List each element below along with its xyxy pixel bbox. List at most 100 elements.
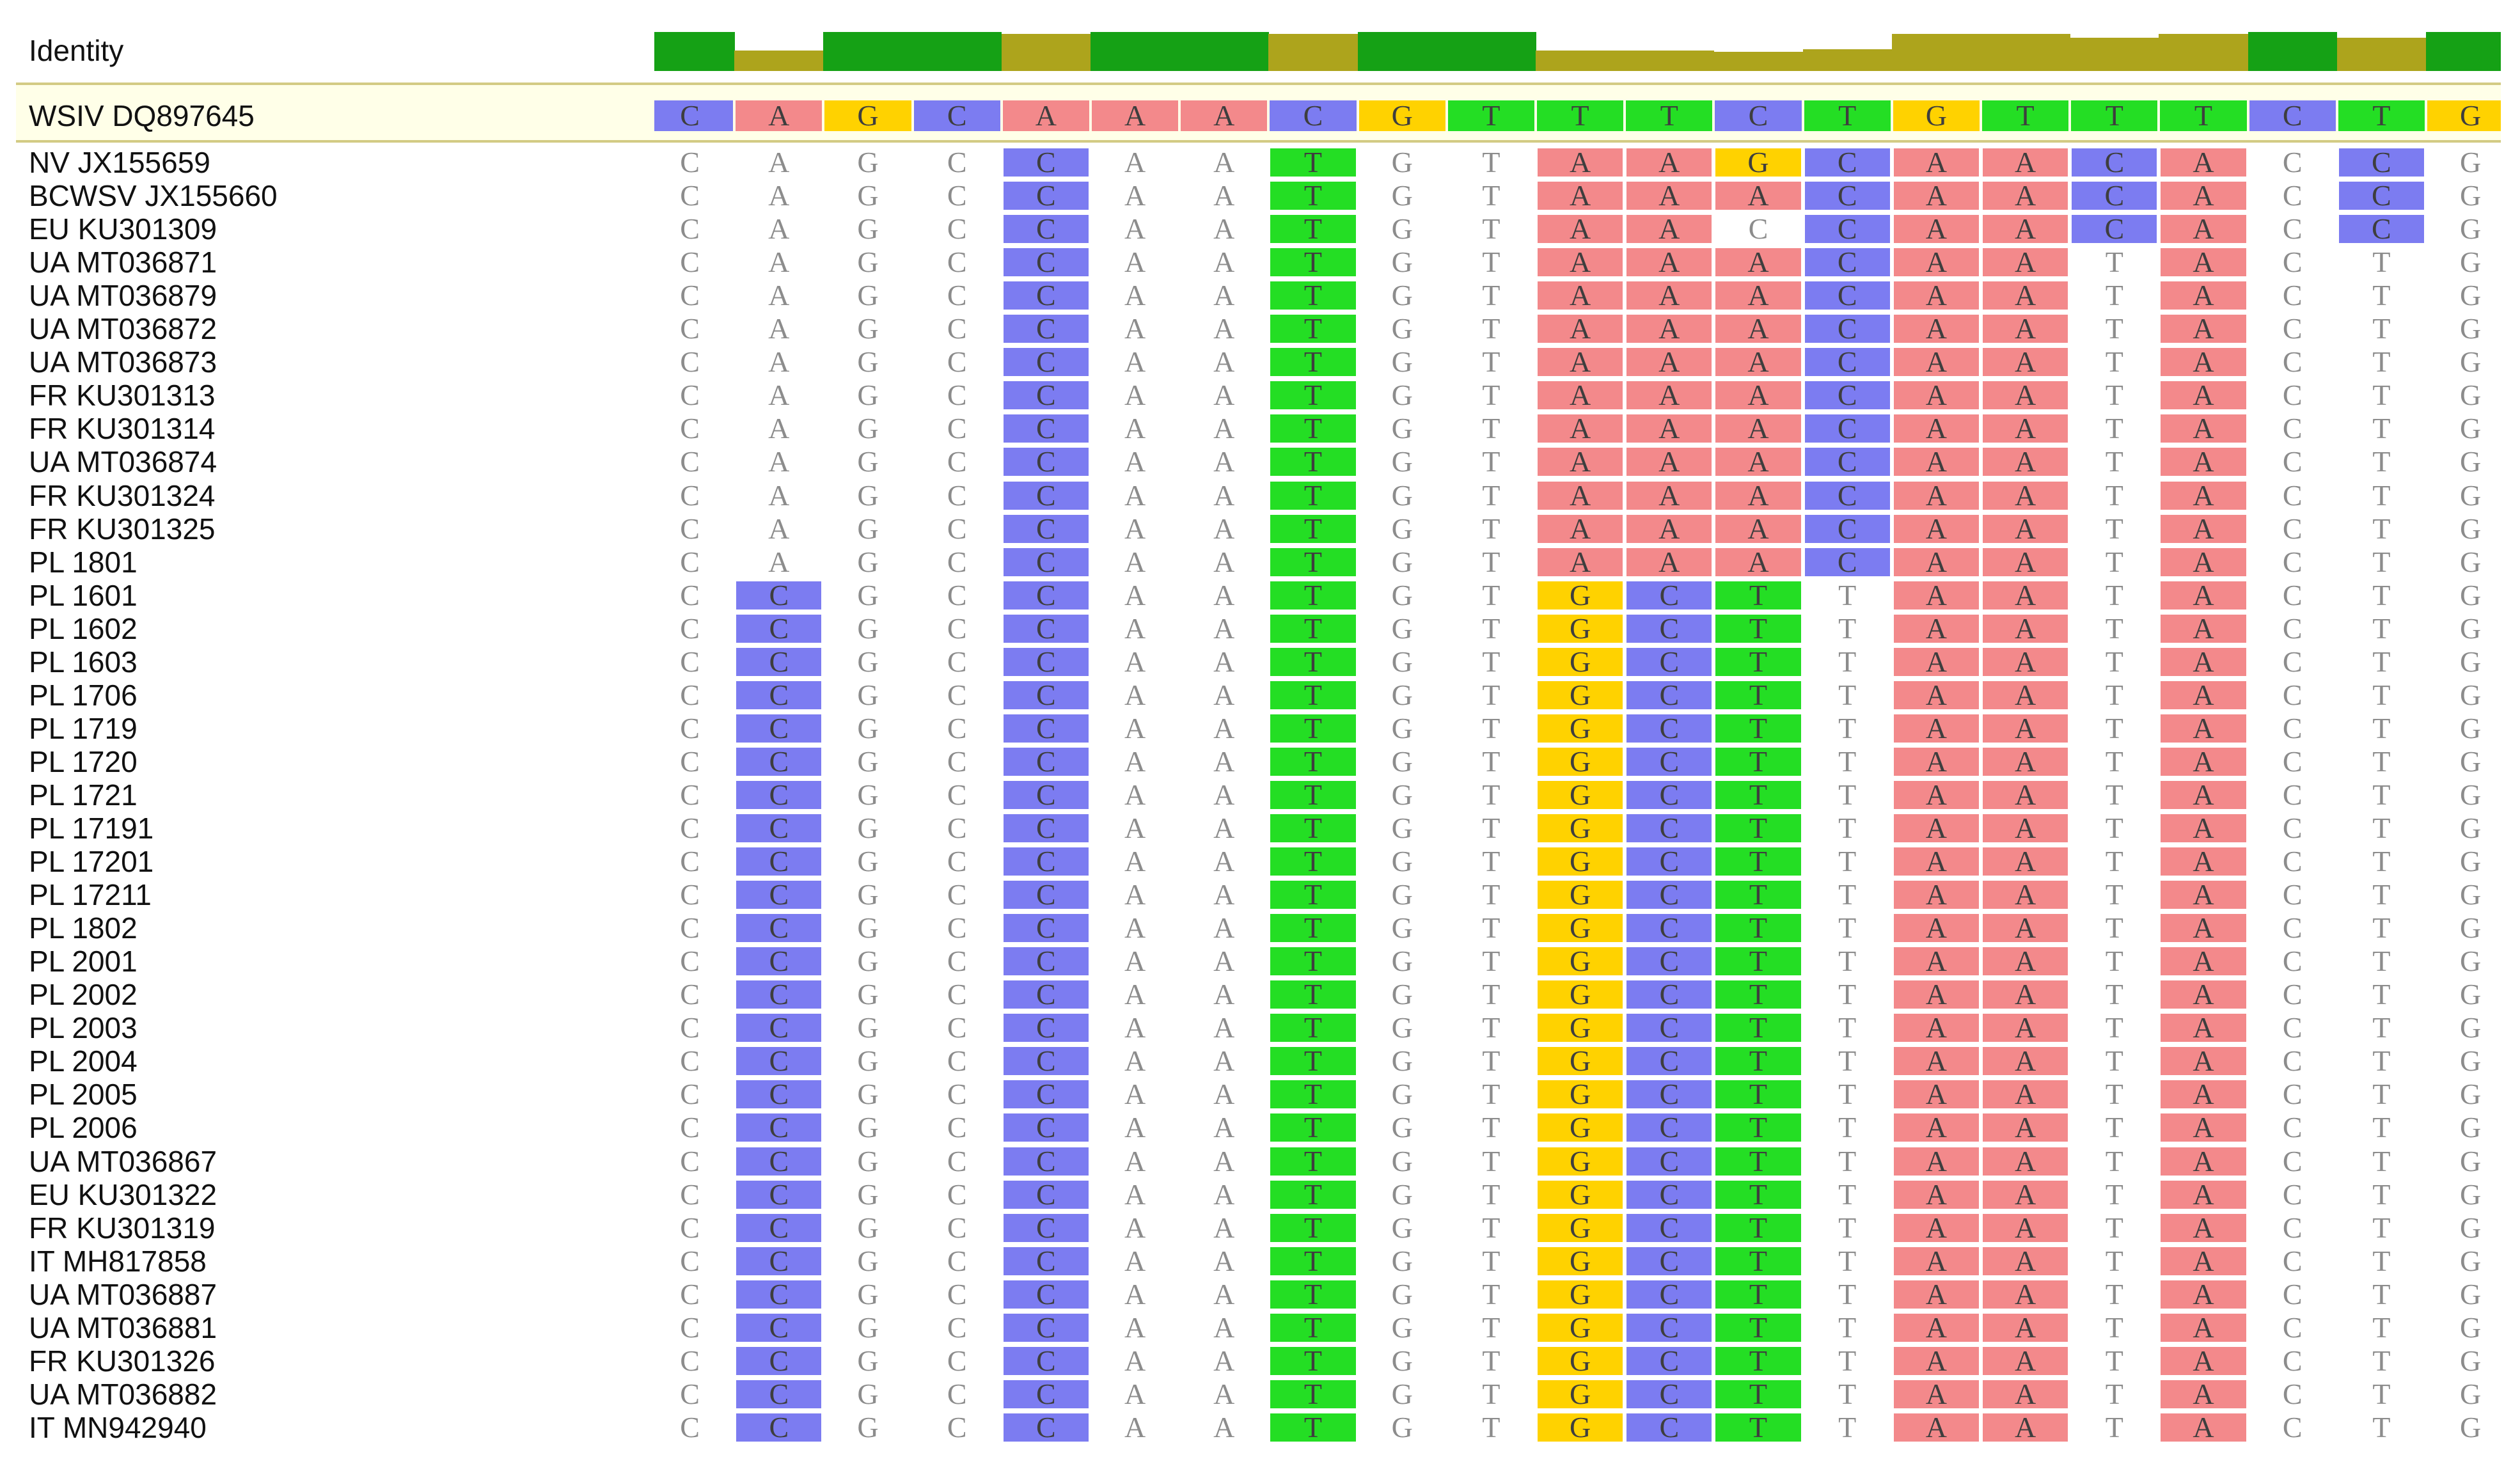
residue-cell[interactable]: T	[2105, 945, 2123, 978]
residue-cell[interactable]: A	[1213, 911, 1235, 945]
reference-residue[interactable]: T	[1537, 100, 1624, 131]
reference-residue[interactable]: T	[1626, 100, 1713, 131]
residue-cell[interactable]: G	[1391, 1144, 1413, 1177]
residue-cell[interactable]: G	[1391, 945, 1413, 978]
residue-cell[interactable]: T	[1838, 645, 1857, 678]
residue-cell[interactable]: A	[1893, 480, 1979, 510]
residue-cell[interactable]: C	[1804, 248, 1890, 277]
residue-cell[interactable]: T	[2105, 678, 2123, 711]
residue-cell[interactable]: C	[2282, 312, 2303, 345]
residue-cell[interactable]: G	[2459, 911, 2482, 945]
residue-cell[interactable]: A	[1893, 214, 1979, 244]
residue-cell[interactable]: T	[1482, 845, 1500, 878]
residue-cell[interactable]: C	[1626, 1013, 1712, 1042]
residue-cell[interactable]: A	[1124, 1211, 1146, 1244]
residue-cell[interactable]: A	[2161, 347, 2246, 377]
residue-cell[interactable]: C	[2282, 711, 2303, 744]
residue-cell[interactable]: A	[1213, 945, 1235, 978]
sequence-row[interactable]: FR KU301324 C A G C C A A T G T A A A C A A T A C T G	[0, 479, 2520, 512]
residue-cell[interactable]: A	[2161, 913, 2246, 943]
residue-cell[interactable]: C	[736, 780, 822, 809]
residue-cell[interactable]: A	[1893, 746, 1979, 776]
residue-cell[interactable]: G	[1538, 1346, 1623, 1375]
residue-cell[interactable]: C	[947, 1244, 967, 1277]
residue-cell[interactable]: T	[1838, 1410, 1857, 1443]
residue-cell[interactable]: T	[1482, 445, 1500, 478]
residue-cell[interactable]: A	[1983, 547, 2068, 576]
sequence-row[interactable]: EU KU301309 C A G C C A A T G T A A C C A A C A C C G	[0, 212, 2520, 246]
residue-cell[interactable]: C	[680, 1277, 700, 1310]
residue-cell[interactable]: C	[1003, 647, 1089, 676]
residue-cell[interactable]: G	[857, 412, 879, 445]
residue-cell[interactable]: C	[680, 778, 700, 811]
residue-cell[interactable]: A	[1893, 547, 1979, 576]
residue-cell[interactable]: C	[947, 512, 967, 545]
residue-cell[interactable]: T	[2372, 945, 2391, 978]
residue-cell[interactable]: A	[1213, 1410, 1235, 1443]
residue-cell[interactable]: G	[1391, 246, 1413, 279]
residue-cell[interactable]: C	[1626, 746, 1712, 776]
sequence-row[interactable]: FR KU301313 C A G C C A A T G T A A A C A A T A C T G	[0, 379, 2520, 412]
residue-cell[interactable]: C	[1003, 1146, 1089, 1176]
residue-cell[interactable]: A	[2161, 814, 2246, 843]
reference-residue[interactable]: T	[2338, 100, 2425, 131]
residue-cell[interactable]: C	[1804, 547, 1890, 576]
residue-cell[interactable]: T	[1715, 680, 1801, 709]
residue-cell[interactable]: T	[1482, 146, 1500, 178]
residue-cell[interactable]: A	[1124, 578, 1146, 611]
residue-cell[interactable]: C	[1626, 1213, 1712, 1242]
residue-cell[interactable]: A	[768, 212, 790, 246]
residue-cell[interactable]: A	[1124, 478, 1146, 512]
residue-cell[interactable]: A	[1124, 279, 1146, 312]
residue-cell[interactable]: A	[1983, 947, 2068, 976]
residue-cell[interactable]: C	[947, 1144, 967, 1177]
residue-cell[interactable]: C	[2338, 148, 2424, 177]
residue-cell[interactable]: A	[2161, 1013, 2246, 1042]
residue-cell[interactable]: T	[2105, 978, 2123, 1011]
residue-cell[interactable]: A	[1124, 146, 1146, 178]
residue-cell[interactable]: A	[1893, 647, 1979, 676]
residue-cell[interactable]: T	[2372, 1177, 2391, 1211]
residue-cell[interactable]: A	[2161, 1080, 2246, 1109]
residue-cell[interactable]: T	[2372, 845, 2391, 878]
residue-cell[interactable]: C	[680, 445, 700, 478]
residue-cell[interactable]: A	[1626, 547, 1712, 576]
residue-cell[interactable]: A	[1124, 345, 1146, 379]
residue-cell[interactable]: A	[1983, 613, 2068, 643]
residue-cell[interactable]: C	[2282, 345, 2303, 379]
residue-cell[interactable]: A	[1893, 680, 1979, 709]
residue-cell[interactable]: C	[2282, 1011, 2303, 1044]
residue-cell[interactable]: G	[2459, 878, 2482, 911]
sequence-name[interactable]: UA MT036867	[29, 1144, 217, 1178]
residue-cell[interactable]: A	[768, 379, 790, 412]
residue-cell[interactable]: C	[1626, 713, 1712, 743]
residue-cell[interactable]: A	[1893, 248, 1979, 277]
residue-cell[interactable]: A	[1124, 1410, 1146, 1443]
residue-cell[interactable]: A	[2161, 181, 2246, 210]
residue-cell[interactable]: G	[857, 945, 879, 978]
residue-cell[interactable]: C	[1626, 1113, 1712, 1142]
residue-cell[interactable]: G	[857, 978, 879, 1011]
residue-cell[interactable]: C	[947, 812, 967, 844]
residue-cell[interactable]: C	[736, 1179, 822, 1209]
residue-cell[interactable]: C	[680, 978, 700, 1011]
residue-cell[interactable]: G	[1391, 1044, 1413, 1078]
residue-cell[interactable]: C	[1003, 514, 1089, 543]
residue-cell[interactable]: A	[2161, 1046, 2246, 1076]
residue-cell[interactable]: A	[1124, 1111, 1146, 1144]
residue-cell[interactable]: C	[947, 744, 967, 778]
residue-cell[interactable]: A	[1538, 514, 1623, 543]
residue-cell[interactable]: G	[857, 778, 879, 811]
residue-cell[interactable]: T	[2105, 645, 2123, 678]
residue-cell[interactable]: C	[2282, 379, 2303, 412]
residue-cell[interactable]: C	[2282, 512, 2303, 545]
residue-cell[interactable]: A	[1124, 445, 1146, 478]
residue-cell[interactable]: G	[857, 179, 879, 212]
residue-cell[interactable]: G	[1391, 379, 1413, 412]
reference-residue[interactable]: C	[2249, 100, 2336, 131]
sequence-name[interactable]: FR KU301324	[29, 478, 216, 512]
residue-cell[interactable]: C	[736, 1246, 822, 1275]
residue-cell[interactable]: G	[1391, 1244, 1413, 1277]
residue-cell[interactable]: C	[947, 711, 967, 744]
residue-cell[interactable]: A	[1213, 1277, 1235, 1310]
